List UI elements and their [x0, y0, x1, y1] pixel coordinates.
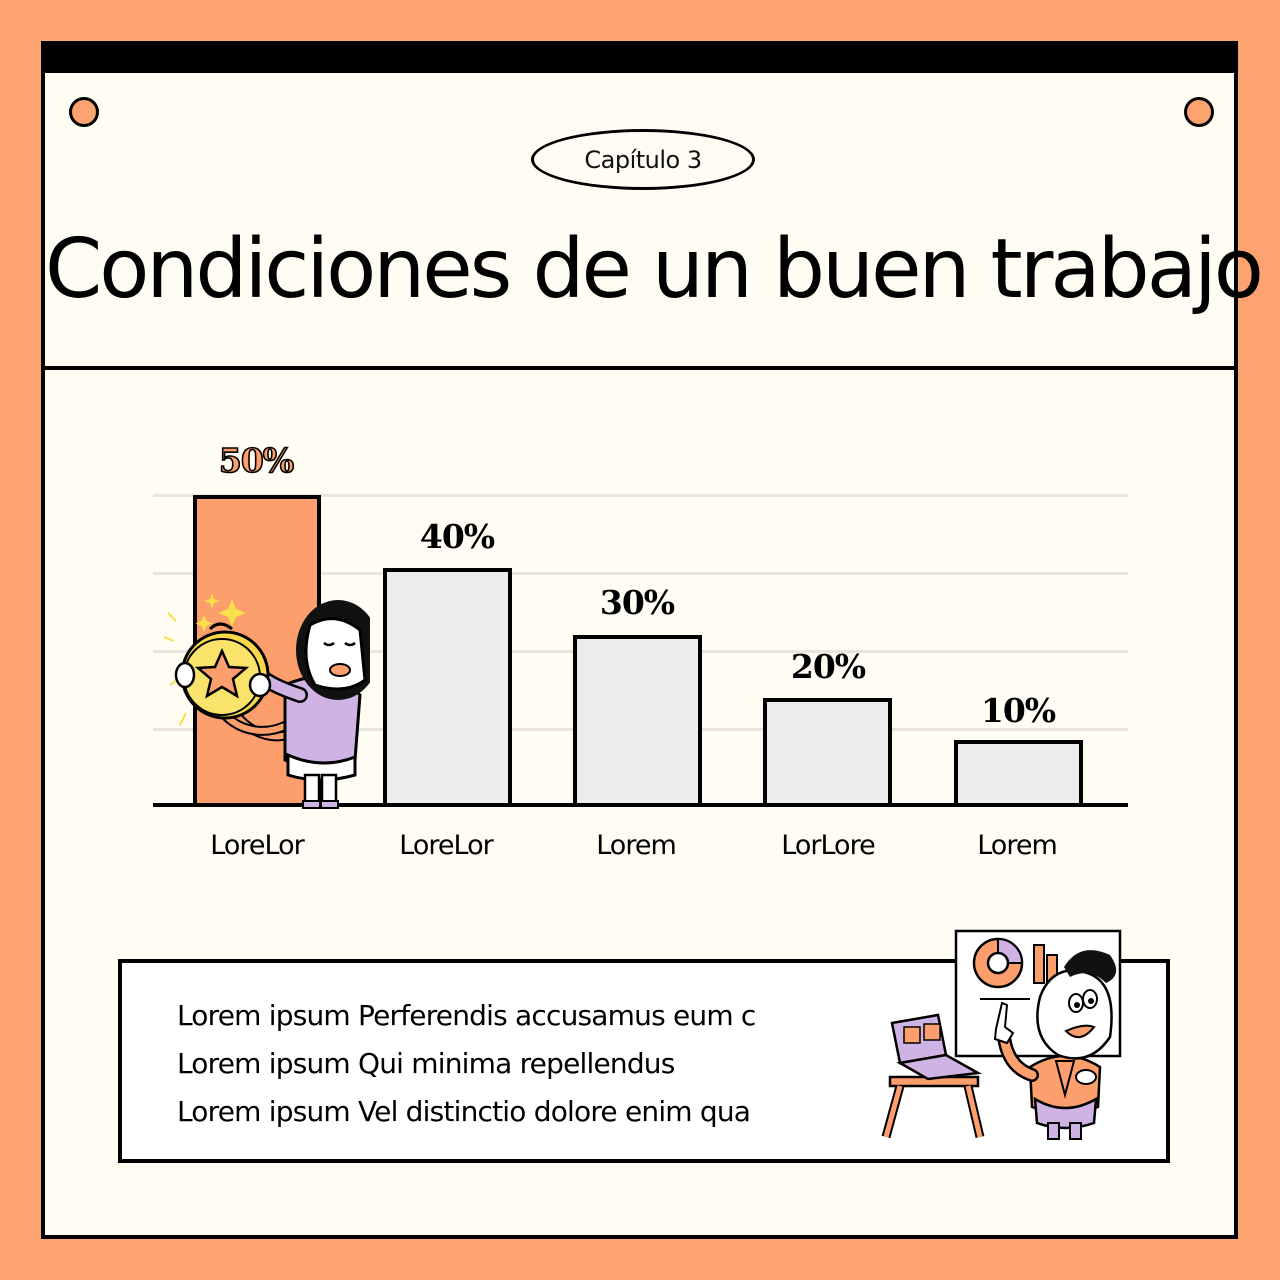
- bar-value-label: 30%: [599, 583, 675, 622]
- note-line: Lorem ipsum Perferendis accusamus eum c: [177, 999, 756, 1032]
- bar-value-label: 10%: [980, 691, 1056, 730]
- header-divider: [41, 366, 1238, 370]
- bar-lorem-5: [954, 740, 1083, 807]
- page-title: Condiciones de un buen trabajo: [45, 222, 1264, 317]
- category-label: Lorem: [977, 830, 1058, 861]
- note-line: Lorem ipsum Vel distinctio dolore enim q…: [177, 1095, 751, 1128]
- x-axis-baseline: [153, 803, 1128, 807]
- bar-lorem-3: [573, 635, 702, 807]
- category-label: LorLore: [781, 830, 875, 861]
- card-top-bar: [41, 41, 1238, 73]
- bar-value-label: 20%: [790, 647, 866, 686]
- chapter-label: Capítulo 3: [584, 145, 702, 174]
- bar-value-label: 40%: [419, 517, 495, 556]
- category-label: LoreLor: [399, 830, 493, 861]
- chapter-badge: Capítulo 3: [531, 129, 755, 190]
- slide-card: Capítulo 3 Condiciones de un buen trabaj…: [41, 41, 1264, 1239]
- sparkle-icon: [218, 599, 246, 627]
- gridline: [153, 572, 1128, 575]
- bar-value-label: 50%: [218, 440, 295, 481]
- category-label: LoreLor: [210, 830, 304, 861]
- woman-holding-medal-illustration: [163, 593, 370, 809]
- bar-loreLor-2: [383, 568, 512, 807]
- gridline: [153, 494, 1128, 497]
- category-label: Lorem: [596, 830, 677, 861]
- star-icon: [194, 647, 250, 699]
- pin-icon: [69, 97, 99, 127]
- man-presenting-illustration: [881, 929, 1122, 1140]
- bar-lorLore-4: [763, 698, 892, 807]
- pin-icon: [1184, 97, 1214, 127]
- note-line: Lorem ipsum Qui minima repellendus: [177, 1047, 675, 1080]
